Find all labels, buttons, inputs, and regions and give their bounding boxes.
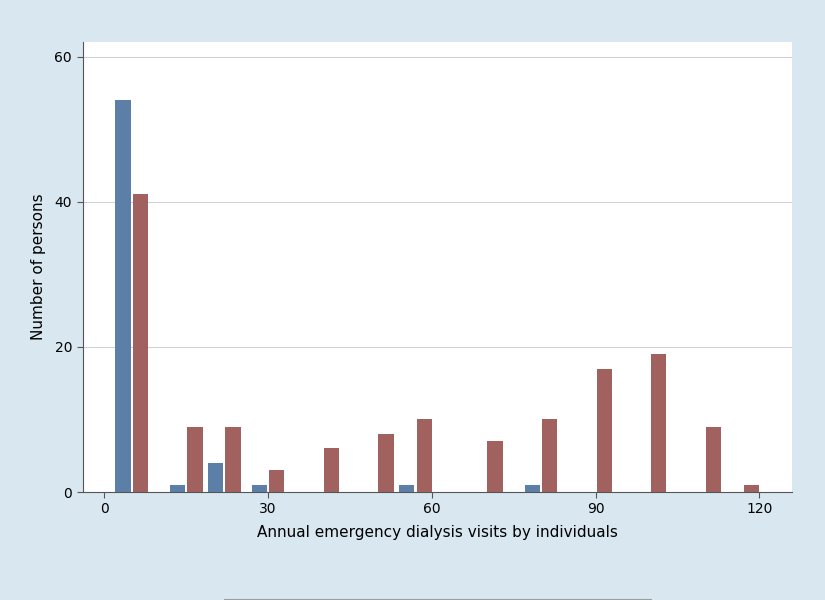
Bar [744,485,759,492]
Y-axis label: Number of persons: Number of persons [31,194,46,340]
Bar [651,354,667,492]
Bar [705,427,721,492]
Legend: Private hospitals, Public hospital: Private hospitals, Public hospital [224,599,651,600]
Bar [116,100,130,492]
Bar [269,470,285,492]
Bar [133,194,148,492]
Bar [170,485,185,492]
Bar [379,434,394,492]
Bar [525,485,540,492]
Bar [187,427,203,492]
Bar [399,485,414,492]
Bar [208,463,224,492]
Bar [225,427,241,492]
Bar [417,419,431,492]
Bar [542,419,558,492]
Bar [252,485,267,492]
Bar [596,368,612,492]
Bar [488,441,502,492]
X-axis label: Annual emergency dialysis visits by individuals: Annual emergency dialysis visits by indi… [257,525,618,540]
Bar [323,448,339,492]
